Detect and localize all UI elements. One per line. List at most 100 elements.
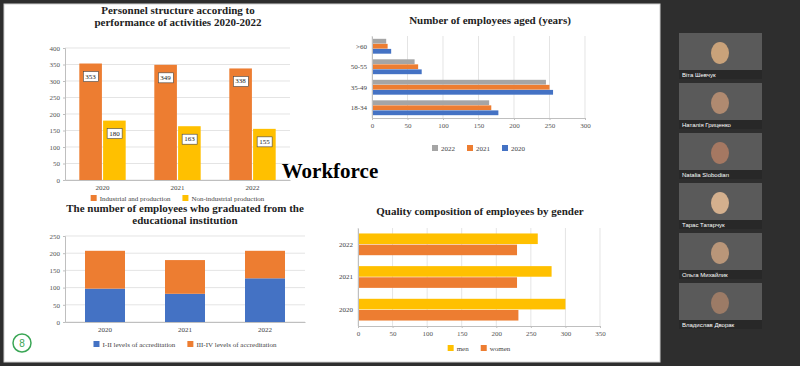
tick-label: 0 [57,319,61,327]
tick: 300 [50,78,66,86]
tick-mark [63,236,65,237]
name-bar [679,320,762,329]
chart-title: Number of employees aged (years) [409,14,571,27]
bar [358,245,517,256]
data-labels: 353349338180163155 [83,72,272,147]
tick-mark [63,305,65,306]
bar [372,85,550,90]
legend-item: III-IV levels of accreditation [187,341,277,349]
tick: 200 [492,326,503,338]
participant-name: Владислав Дворак [682,322,735,328]
tick: 150 [474,118,485,130]
tick-mark [408,118,409,120]
tick-mark [462,326,463,328]
participant-face [711,242,729,264]
tick-mark [63,253,65,254]
grid-line [65,236,305,237]
participant-face [711,92,729,114]
tick-label: 2021 [339,273,354,281]
bar [165,260,205,294]
participant-name: Тарас Татарчук [682,222,725,228]
tick: 150 [50,267,66,275]
data-label-box [83,72,98,82]
legend-label: I-II levels of accreditation [102,341,175,349]
bar [245,251,285,279]
data-label: 349 [158,73,173,83]
data-label: 155 [257,137,272,147]
slide-title: Workforce [282,159,378,183]
category-axis: 2022 2021 2020 [339,229,359,327]
tick-mark [427,326,428,328]
grid-line [514,36,515,118]
slide-background [4,4,660,362]
participant-tile: Ольга Михайлик [679,233,762,279]
bar [358,310,518,321]
legend-item: men [448,345,470,353]
tick: 50 [390,326,398,338]
bar [229,68,252,180]
tick-label: 400 [50,45,61,53]
tick-mark [565,326,566,328]
legend: 202220212020 [432,145,526,153]
participant-tile: Віта Шевчук [679,33,762,79]
tick: 2020 [339,306,354,314]
legend-swatch [467,145,473,151]
tick: 350 [50,61,66,69]
tick: 100 [438,118,449,130]
grid-line [549,36,550,118]
tick-label: 50 [405,122,413,130]
bar [165,294,205,322]
value-axis: 050100150200250300350 [357,326,607,338]
tick-label: 2020 [98,326,113,334]
tick-label: 0 [57,177,61,185]
tick-label: 250 [50,94,61,102]
legend-swatch [93,341,99,347]
participant-tile: Наталія Гриценко [679,83,762,129]
name-bar [679,170,762,179]
data-label-box [107,129,122,139]
tick-label: 350 [50,61,61,69]
participant-face [711,142,729,164]
bar [372,64,418,69]
bars [358,233,565,320]
bar [85,251,125,289]
tick-label: 100 [50,144,61,152]
tile-background [679,133,762,179]
chart-title: Personnel structure according toperforma… [94,4,262,28]
tick-label: 2022 [246,184,261,192]
tick: 400 [50,45,66,53]
data-label: 180 [107,129,122,139]
data-label-text: 353 [85,73,96,81]
tick-label: 35-49 [351,83,368,91]
tick-label: 50 [53,160,61,168]
data-label: 353 [83,72,98,82]
legend-label: 2021 [476,145,491,153]
tick-label: 150 [50,127,61,135]
participant-tile: Владислав Дворак [679,283,762,329]
tick-mark [531,326,532,328]
bar [372,44,388,49]
tick: 200 [509,118,520,130]
tick-label: 2022 [339,241,354,249]
data-label-box [182,134,197,144]
tick: 2021 [171,184,186,192]
tick-label: 2020 [339,306,354,314]
tile-background [679,83,762,129]
tick-label: 150 [50,267,61,275]
tick: 100 [422,326,433,338]
name-bar [679,120,762,129]
tick-label: 300 [580,122,591,130]
tick: 50 [53,160,65,168]
legend-label: men [457,345,470,353]
tick: 0 [57,319,66,327]
tick: 150 [457,326,468,338]
tile-background [679,183,762,229]
bar [178,126,201,180]
tick-label: 2020 [96,184,111,192]
participant-name: Віта Шевчук [682,72,716,78]
bar [358,277,517,288]
value-axis: 050100150200250 [50,233,66,327]
tick-label: 50 [53,302,61,310]
tick: >60 [356,42,367,50]
axis-line [358,229,359,327]
